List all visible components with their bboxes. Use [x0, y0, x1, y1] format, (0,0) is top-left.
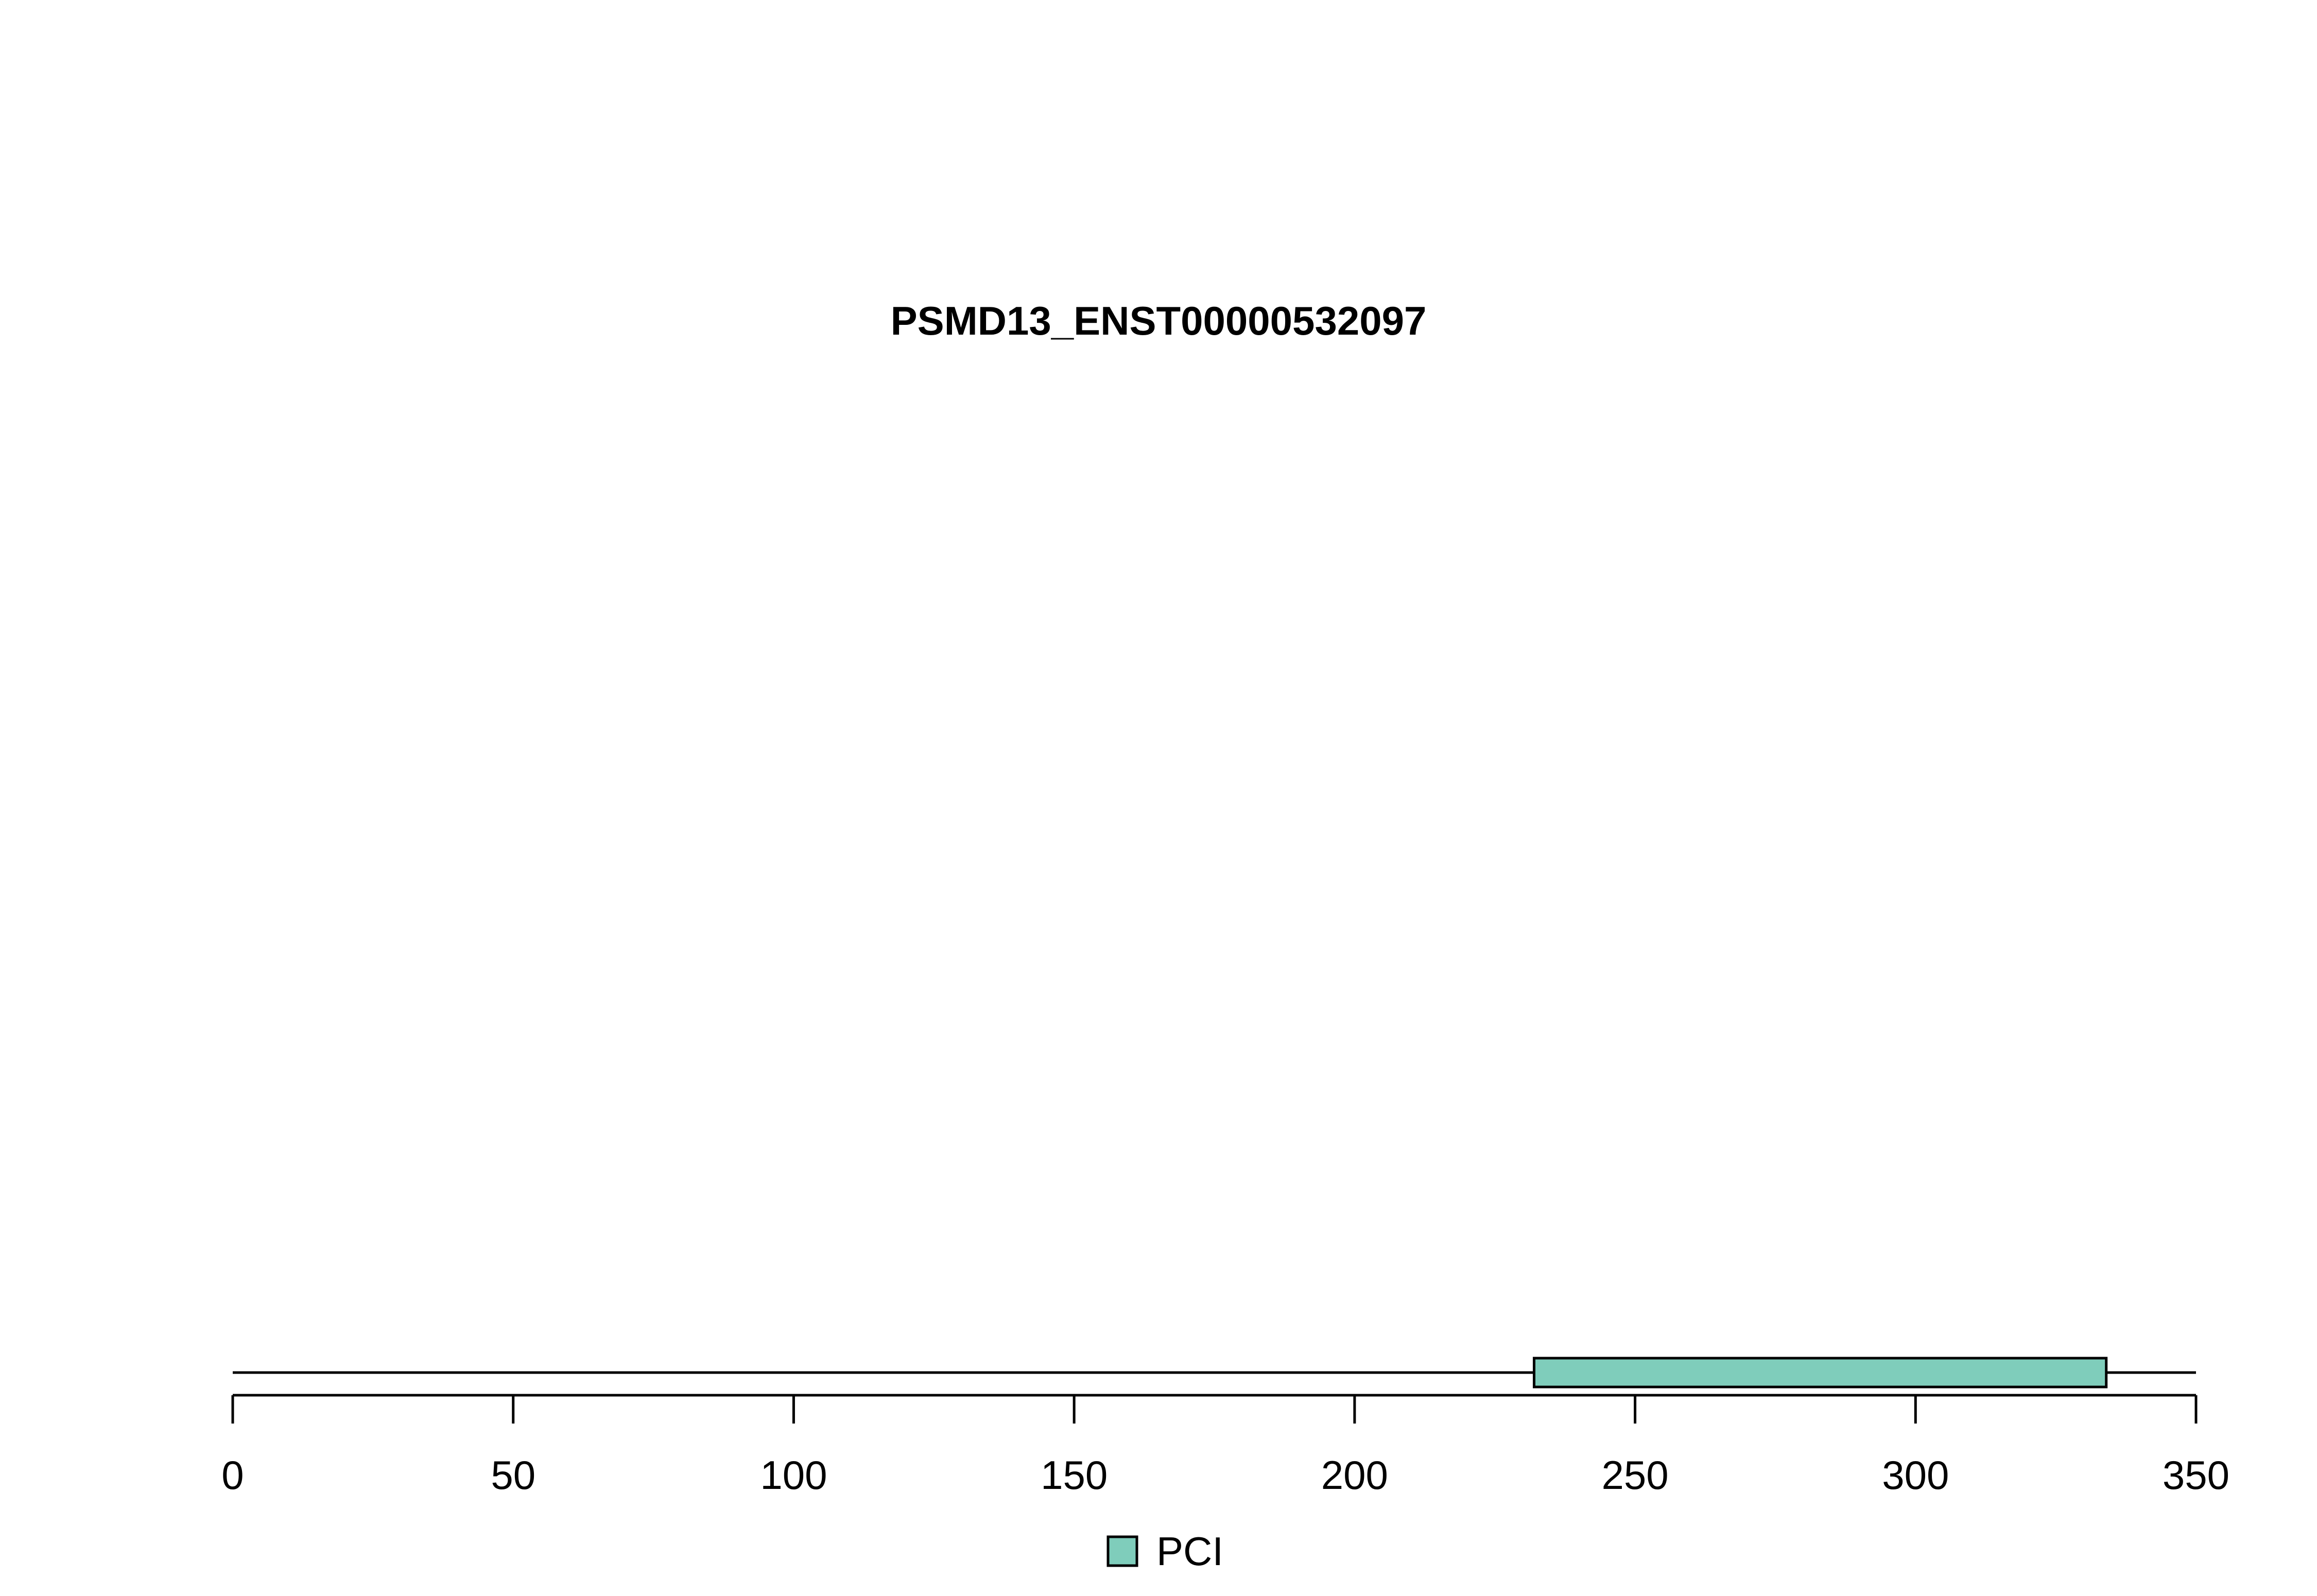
x-tick-label: 250 [1602, 1452, 1669, 1498]
chart-title: PSMD13_ENST00000532097 [891, 298, 1427, 343]
x-tick-label: 350 [2163, 1452, 2229, 1498]
x-tick-label: 300 [1882, 1452, 1949, 1498]
x-tick-label: 150 [1041, 1452, 1108, 1498]
x-tick-label: 200 [1321, 1452, 1388, 1498]
legend: PCI [1106, 1529, 1223, 1574]
domain-pci-0 [1532, 1357, 2108, 1389]
x-tick-label: 100 [760, 1452, 827, 1498]
domains-layer [1532, 1357, 2108, 1389]
legend-label-pci: PCI [1156, 1529, 1223, 1574]
x-tick-label: 50 [491, 1452, 535, 1498]
x-axis-ticks: 0 50 100 150 200 250 300 350 [221, 1395, 2229, 1498]
x-tick-label: 0 [221, 1452, 244, 1498]
legend-swatch-pci [1106, 1535, 1138, 1567]
